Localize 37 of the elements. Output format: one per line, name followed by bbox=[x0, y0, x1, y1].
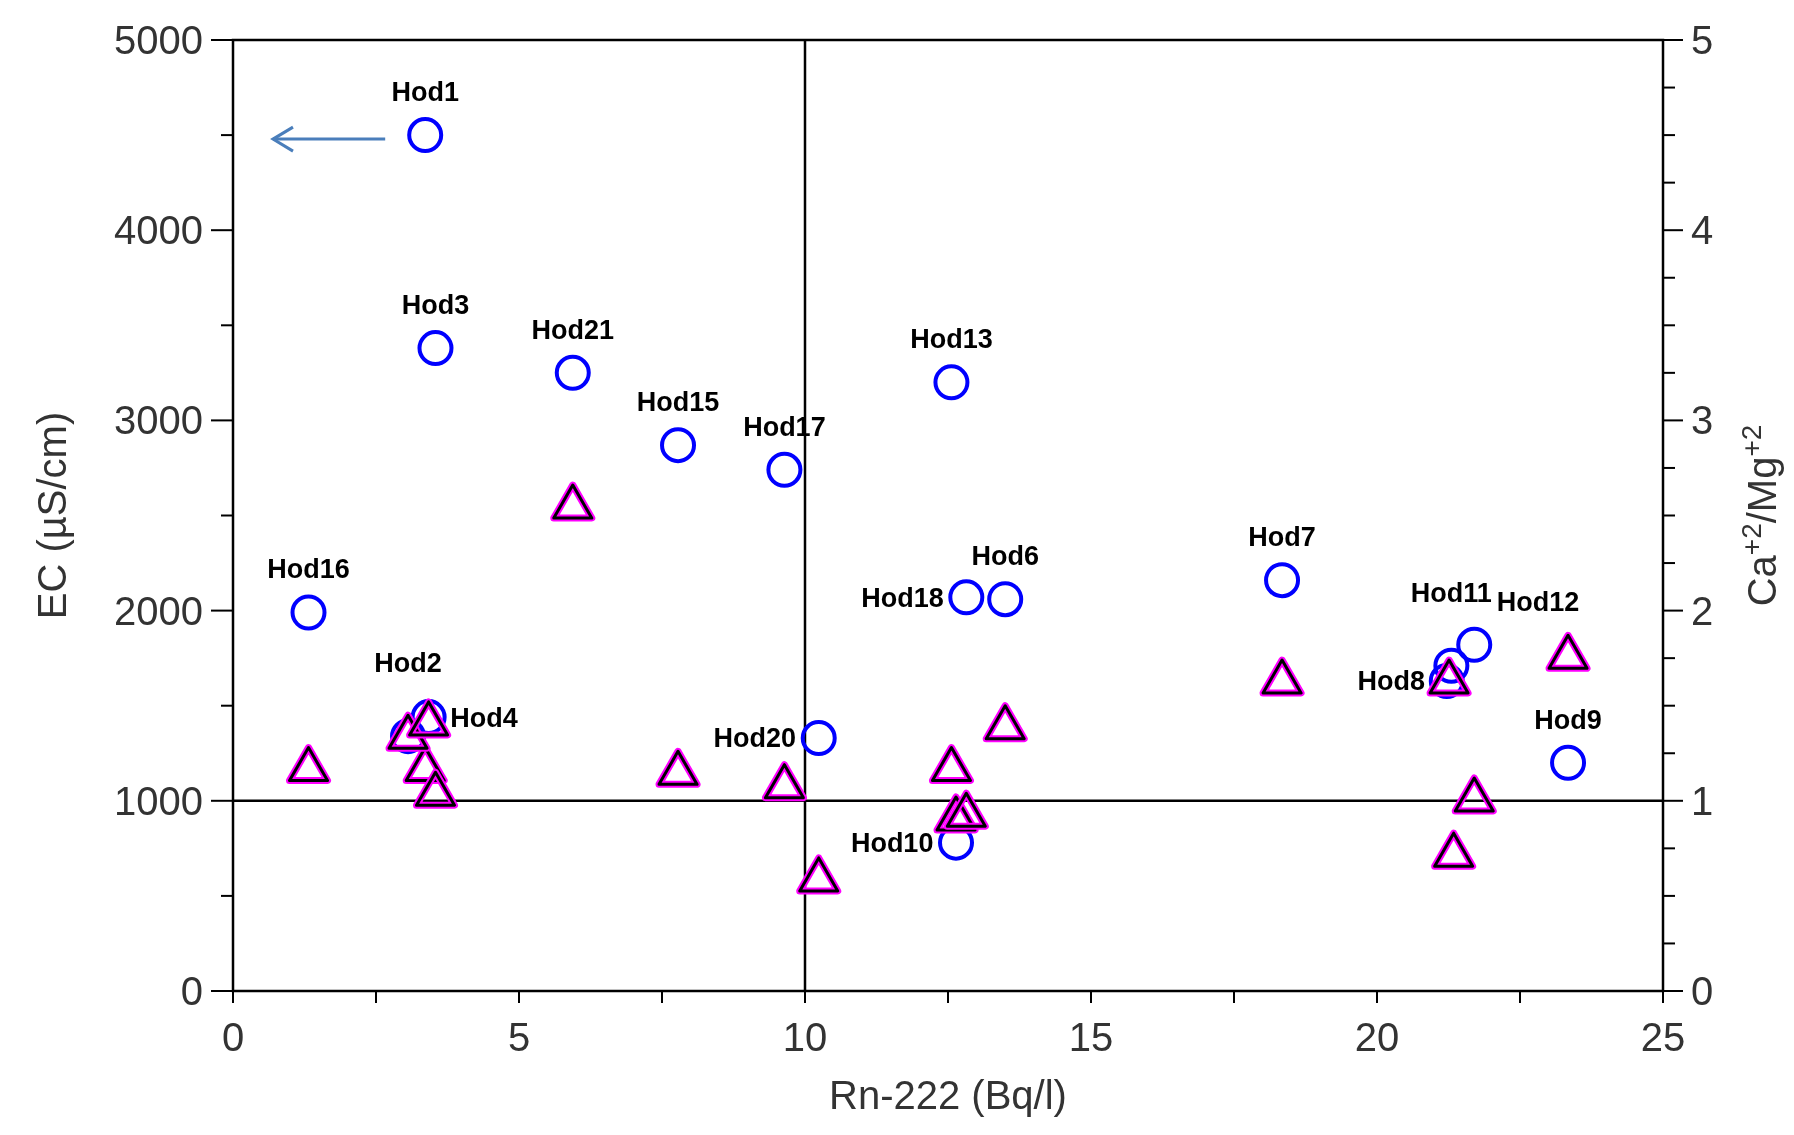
annotation: Hod3 bbox=[401, 290, 470, 321]
y2-tick-label: 4 bbox=[1691, 208, 1714, 253]
y-axis-title: EC (µS/cm) bbox=[30, 411, 74, 620]
y2-tick-label: 5 bbox=[1691, 18, 1714, 62]
annotation: Hod15 bbox=[636, 387, 720, 418]
x-tick-label: 25 bbox=[1640, 1015, 1686, 1059]
annotation: Hod8 bbox=[1357, 666, 1426, 697]
annotation: Hod12 bbox=[1496, 586, 1580, 617]
x-axis-title: Rn-222 (Bq/l) bbox=[829, 1073, 1067, 1117]
y-tick-label: 5000 bbox=[114, 18, 203, 62]
annotation: Hod21 bbox=[531, 314, 615, 345]
annotation: Hod4 bbox=[450, 702, 518, 733]
annotation: Hod20 bbox=[713, 723, 797, 754]
annotation: Hod7 bbox=[1248, 522, 1316, 553]
x-tick-label: 0 bbox=[221, 1015, 245, 1059]
annotation: Hod2 bbox=[374, 648, 442, 679]
x-tick-label: 15 bbox=[1068, 1015, 1114, 1059]
y2-tick-label: 2 bbox=[1691, 588, 1714, 633]
annotation: Hod18 bbox=[861, 582, 944, 613]
y-tick-label: 2000 bbox=[114, 588, 203, 633]
x-tick-label: 20 bbox=[1354, 1015, 1400, 1059]
x-tick-label: 5 bbox=[507, 1015, 531, 1059]
annotation: Hod6 bbox=[971, 541, 1039, 572]
annotation: Hod11 bbox=[1410, 577, 1492, 608]
annotation: Hod9 bbox=[1534, 704, 1602, 735]
y-tick-label: 4000 bbox=[114, 208, 203, 253]
x-tick-label: 10 bbox=[782, 1015, 828, 1059]
annotation: Hod16 bbox=[267, 554, 350, 585]
annotation: Hod1 bbox=[391, 77, 459, 108]
annotation: Hod13 bbox=[910, 324, 993, 355]
y2-tick-label: 3 bbox=[1691, 398, 1714, 443]
annotation: Hod10 bbox=[850, 828, 934, 859]
y2-tick-label: 0 bbox=[1691, 969, 1714, 1013]
y2-tick-label: 1 bbox=[1691, 778, 1714, 823]
y-tick-label: 1000 bbox=[114, 778, 203, 823]
y-tick-label: 3000 bbox=[114, 398, 203, 443]
y-tick-label: 0 bbox=[180, 969, 203, 1013]
